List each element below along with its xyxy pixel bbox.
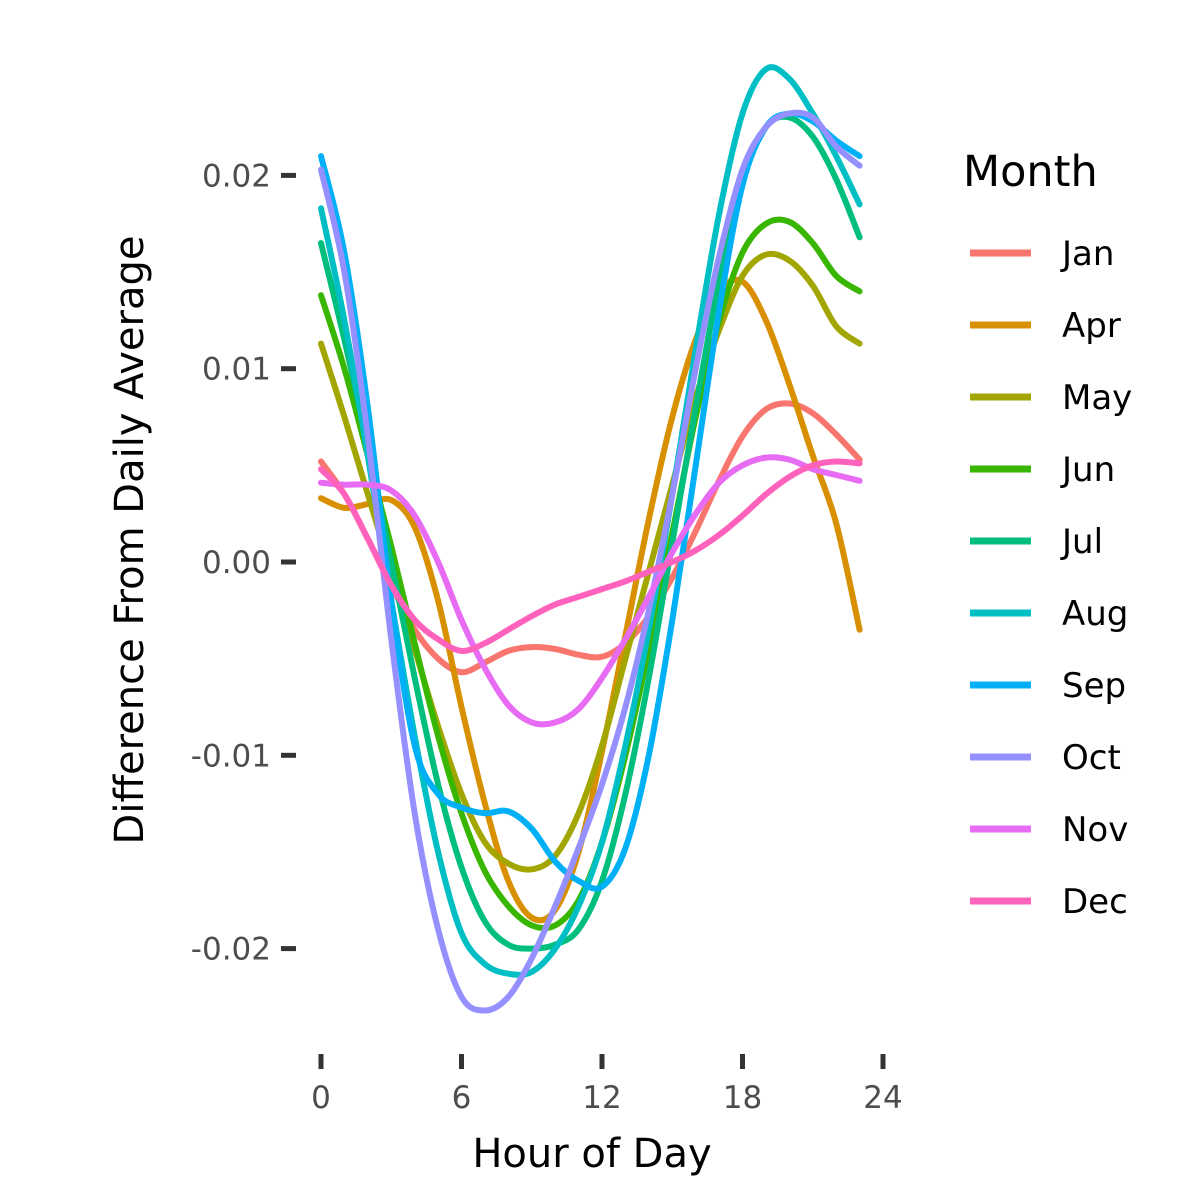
legend-item-jun: Jun	[970, 450, 1115, 490]
legend-item-may: May	[970, 378, 1132, 418]
legend-label: Oct	[1062, 738, 1121, 778]
y-tick-label: -0.02	[191, 932, 271, 968]
series-lines	[318, 64, 863, 1014]
y-axis-title-line-2: Difference From Daily Average	[107, 236, 153, 845]
y-tick-label: 0.02	[202, 158, 271, 194]
legend-label: Apr	[1062, 306, 1121, 346]
legend-item-aug: Aug	[970, 594, 1128, 634]
series-line-oct	[318, 109, 863, 1014]
series-line-dec	[318, 458, 863, 654]
x-axis-title: Hour of Day	[472, 1131, 711, 1177]
x-tick-label: 6	[452, 1080, 472, 1116]
y-axis: 0.02 0.01 0.00 -0.01 -0.02	[191, 158, 296, 968]
plot-panel	[318, 64, 863, 1014]
x-tick-label: 24	[863, 1080, 902, 1116]
legend-item-dec: Dec	[970, 882, 1128, 922]
x-tick-label: 12	[582, 1080, 621, 1116]
legend-label: Jan	[1060, 234, 1114, 274]
legend-items: Jan Apr May Jun Jul Aug Sep Oct Nov Dec	[970, 234, 1132, 922]
legend-label: Jun	[1060, 450, 1115, 490]
legend-label: Jul	[1060, 522, 1103, 562]
y-tick-label: 0.01	[202, 352, 271, 388]
legend-item-jul: Jul	[970, 522, 1103, 562]
legend-label: Sep	[1062, 666, 1126, 706]
legend-item-jan: Jan	[970, 234, 1114, 274]
legend-item-oct: Oct	[970, 738, 1121, 778]
legend-label: Dec	[1062, 882, 1128, 922]
legend-label: Aug	[1062, 594, 1128, 634]
series-line-aug	[318, 64, 863, 978]
legend-item-sep: Sep	[970, 666, 1126, 706]
x-axis: 0 6 12 18 24	[311, 1054, 903, 1116]
legend-title: Month	[963, 147, 1098, 197]
series-line-jan	[318, 400, 863, 676]
legend-label: Nov	[1062, 810, 1128, 850]
legend-item-nov: Nov	[970, 810, 1128, 850]
legend-label: May	[1062, 378, 1132, 418]
legend-item-apr: Apr	[970, 306, 1121, 346]
x-tick-label: 0	[311, 1080, 331, 1116]
y-tick-label: 0.00	[202, 545, 271, 581]
x-tick-label: 18	[723, 1080, 762, 1116]
y-tick-label: -0.01	[191, 738, 271, 774]
legend: Month Jan Apr May Jun Jul Aug Sep Oct Nov Dec	[963, 147, 1132, 922]
series-line-nov	[318, 454, 863, 728]
